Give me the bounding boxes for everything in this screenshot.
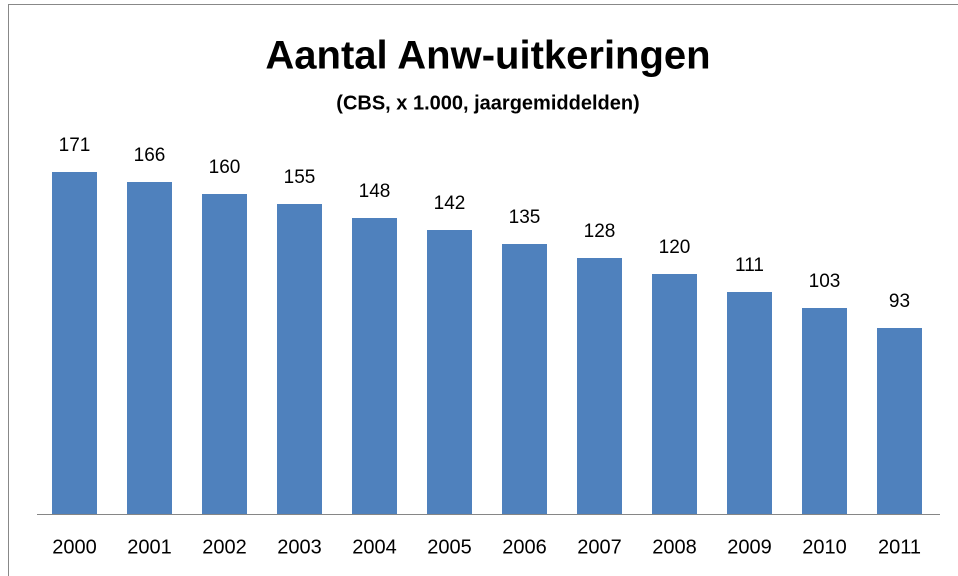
x-tick-label: 2001 [127,536,172,558]
x-tick-label: 2010 [802,536,847,558]
x-tick-label: 2000 [52,536,97,558]
data-label: 155 [284,167,316,188]
x-tick-label: 2005 [427,536,472,558]
data-label: 160 [209,157,241,178]
bar [652,274,697,514]
data-label: 128 [584,221,616,242]
data-label: 111 [735,255,764,276]
bar [802,308,847,514]
bar [202,194,247,514]
bar [727,292,772,514]
chart-subtitle: (CBS, x 1.000, jaargemiddelden) [336,92,639,114]
x-tick-label: 2004 [352,536,397,558]
data-label: 171 [59,135,91,156]
x-tick-label: 2006 [502,536,547,558]
data-label: 93 [889,291,910,312]
data-label: 135 [509,207,541,228]
x-tick-label: 2007 [577,536,622,558]
data-label: 166 [134,145,166,166]
x-tick-label: 2011 [878,536,921,558]
x-tick-label: 2009 [727,536,772,558]
x-tick-label: 2008 [652,536,697,558]
chart-title: Aantal Anw-uitkeringen [265,34,710,78]
data-label: 120 [659,237,691,258]
bar [877,328,922,514]
x-tick-label: 2002 [202,536,247,558]
x-tick-label: 2003 [277,536,322,558]
data-label: 103 [809,271,841,292]
bar [577,258,622,514]
bar [52,172,97,514]
bar [277,204,322,514]
data-label: 142 [434,193,466,214]
bar [352,218,397,514]
bar [127,182,172,514]
data-label: 148 [359,181,391,202]
bar [502,244,547,514]
bar [427,230,472,514]
